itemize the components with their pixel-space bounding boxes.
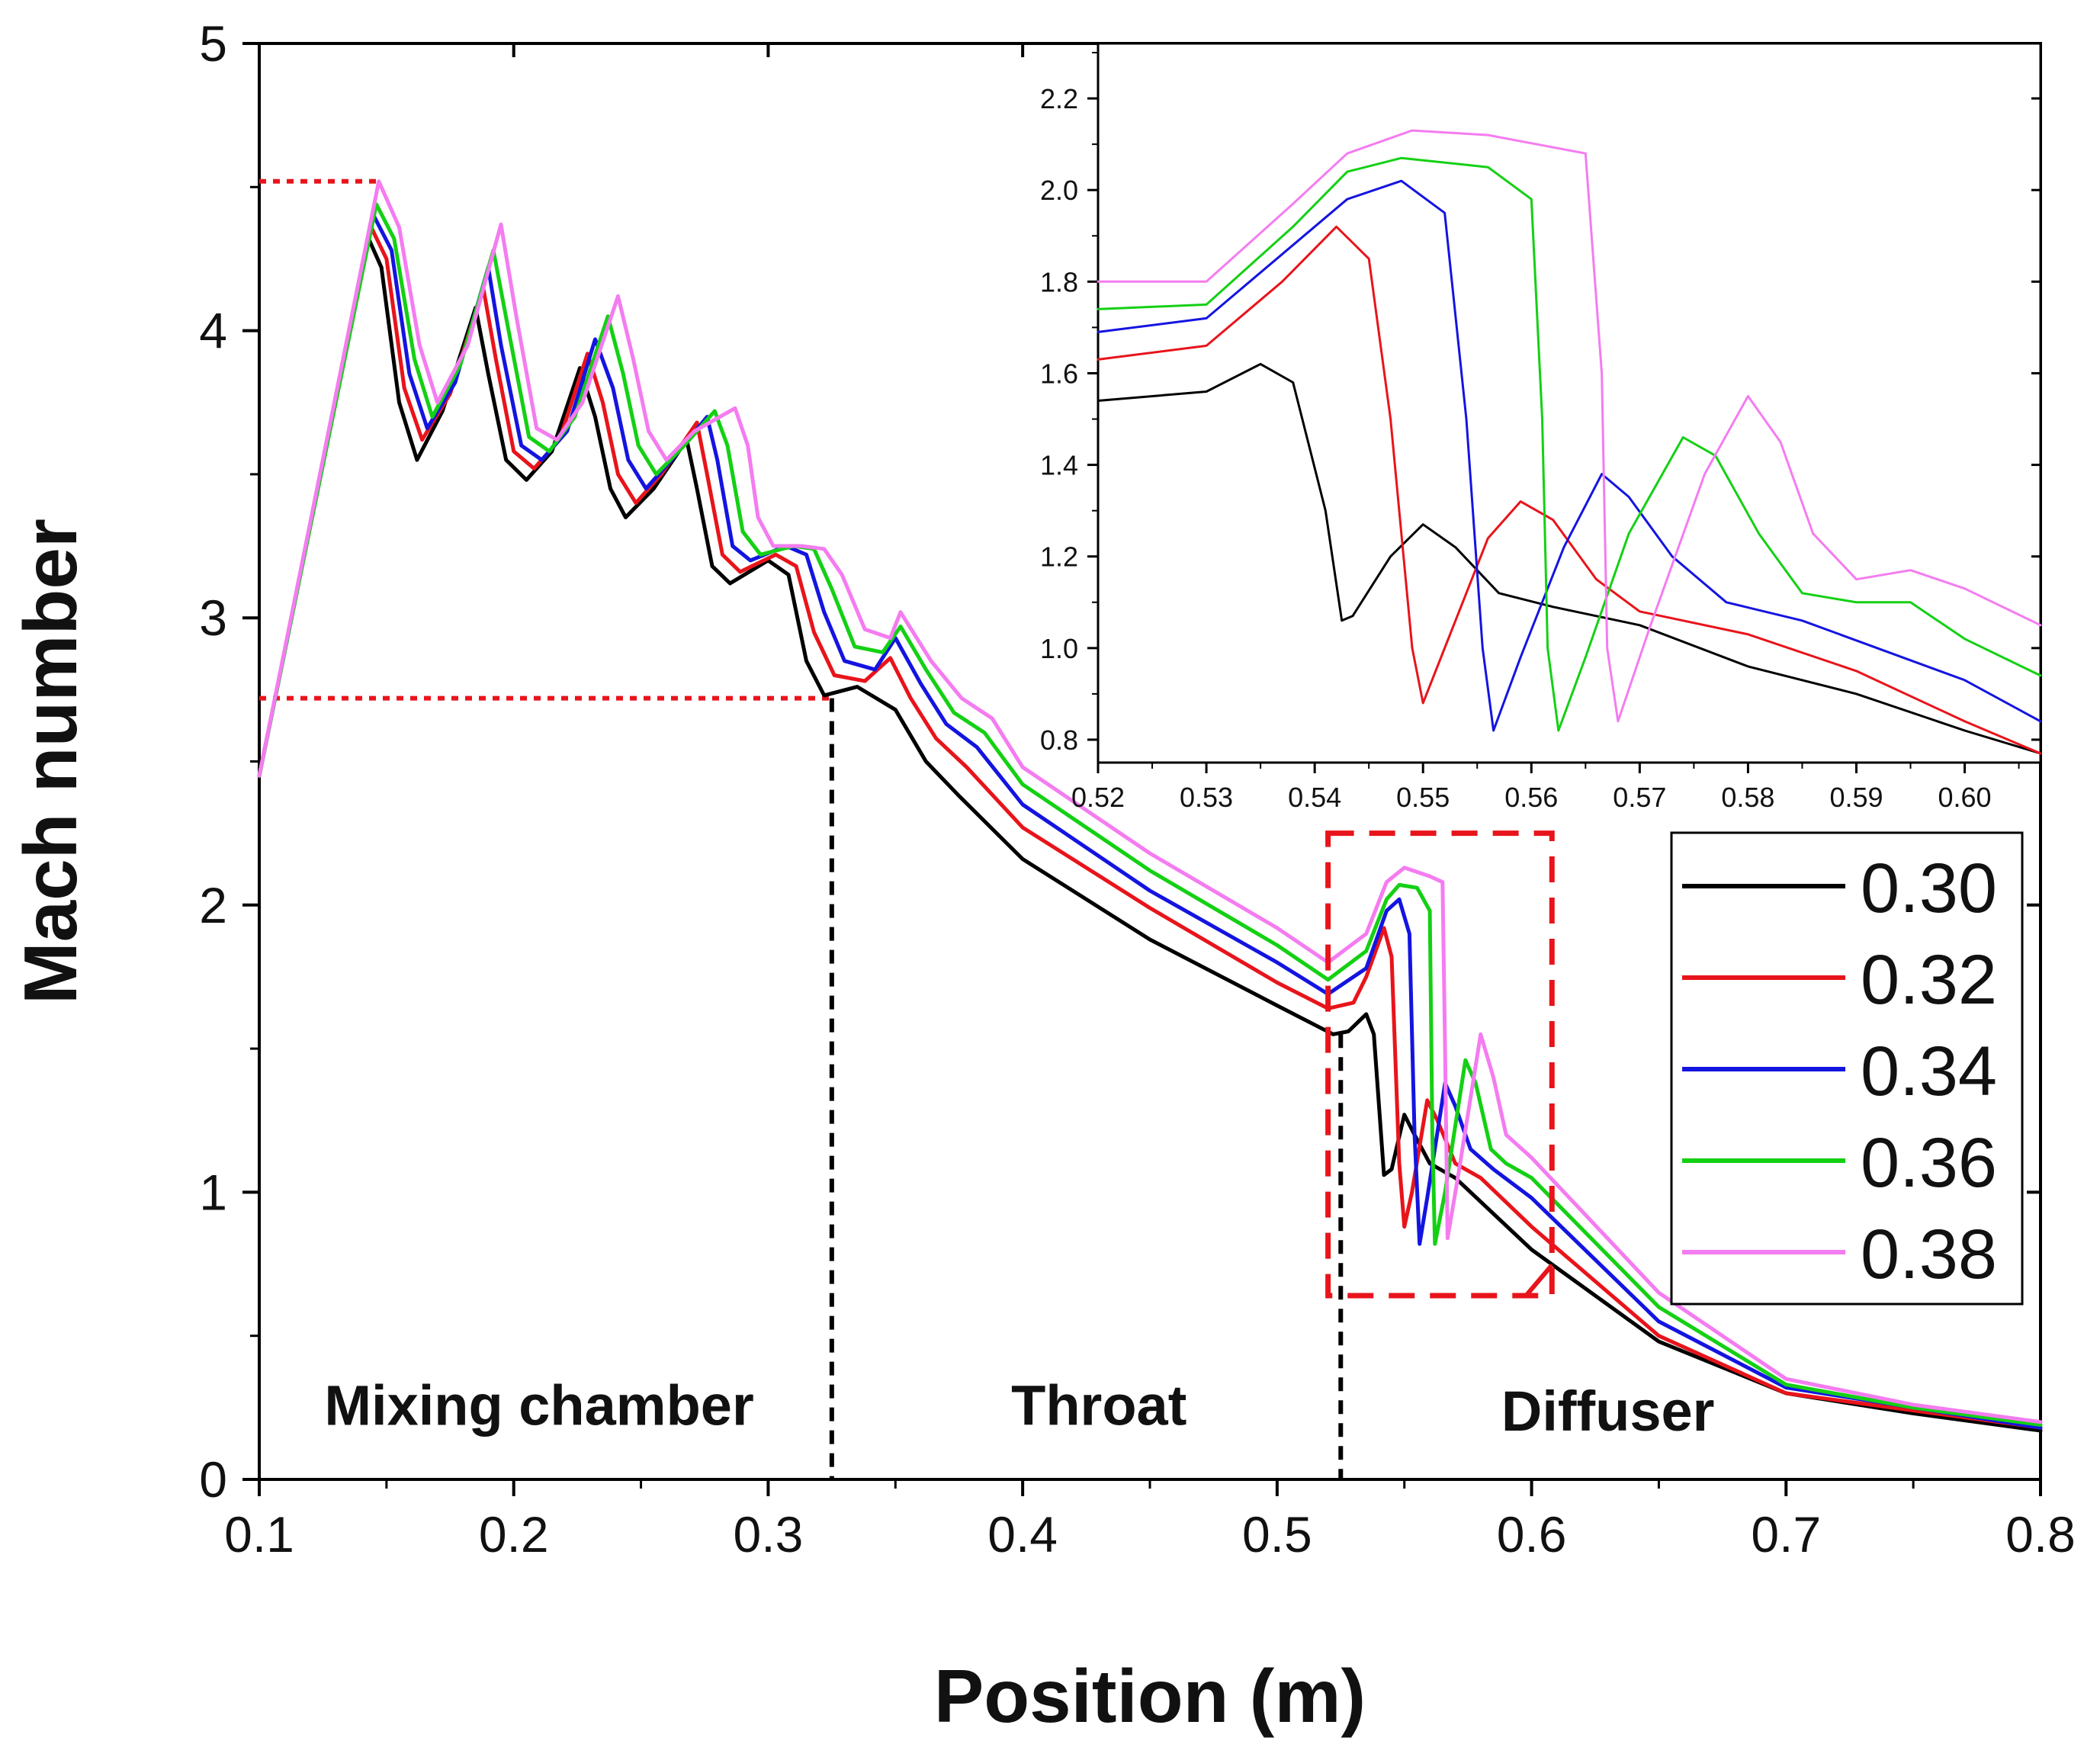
inset-y-tick-label: 1.4: [1040, 450, 1078, 481]
inset-series-line-0.36: [1097, 156, 2042, 732]
legend-label: 0.32: [1861, 941, 1997, 1019]
inset-x-tick-label: 0.56: [1504, 782, 1558, 813]
legend-label: 0.30: [1861, 850, 1997, 927]
inset-series-line-0.38: [1097, 129, 2042, 723]
x-tick-label: 0.8: [2005, 1506, 2076, 1563]
region-label: Mixing chamber: [324, 1373, 753, 1437]
inset-y-tick-label: 1.0: [1040, 633, 1078, 664]
x-tick-label: 0.5: [1242, 1506, 1312, 1563]
inset-series-line-0.34: [1097, 179, 2042, 732]
legend-label: 0.34: [1861, 1033, 1997, 1110]
inset-frame: [1097, 42, 2042, 764]
inset-x-tick-label: 0.58: [1721, 782, 1774, 813]
inset-x-tick-label: 0.53: [1180, 782, 1233, 813]
y-tick-label: 2: [199, 877, 227, 933]
x-axis-title: Position (m): [934, 1654, 1366, 1738]
region-label: Throat: [1011, 1373, 1186, 1437]
inset-y-tick-label: 2.2: [1040, 83, 1078, 114]
region-label: Diffuser: [1501, 1380, 1715, 1443]
y-tick-label: 0: [199, 1451, 227, 1508]
inset-series-line-0.32: [1097, 225, 2042, 755]
series-line-0.30: [257, 236, 2043, 1433]
inset-y-tick-label: 1.8: [1040, 266, 1078, 297]
y-axis-title: Mach number: [8, 519, 92, 1004]
inset-series-line-0.30: [1097, 362, 2042, 755]
x-tick-label: 0.6: [1497, 1506, 1567, 1563]
x-tick-label: 0.7: [1751, 1506, 1821, 1563]
series-line-0.38: [257, 179, 2043, 1425]
legend-label: 0.38: [1861, 1216, 1997, 1293]
inset-y-tick-label: 2.0: [1040, 175, 1078, 206]
inset-y-tick-label: 0.8: [1040, 724, 1078, 756]
x-tick-label: 0.4: [987, 1506, 1058, 1563]
y-tick-label: 5: [199, 15, 227, 72]
inset-x-tick-label: 0.57: [1613, 782, 1666, 813]
inset-x-tick-label: 0.59: [1829, 782, 1883, 813]
series-line-0.32: [257, 225, 2043, 1430]
y-tick-label: 4: [199, 303, 227, 359]
inset-x-tick-label: 0.52: [1071, 782, 1125, 813]
zoom-highlight-box: [1325, 830, 1555, 1299]
legend-label: 0.36: [1861, 1124, 1997, 1202]
x-tick-label: 0.2: [479, 1506, 549, 1563]
x-tick-label: 0.3: [734, 1506, 804, 1563]
series-line-0.36: [257, 202, 2043, 1427]
y-tick-label: 1: [199, 1164, 227, 1220]
inset-x-tick-label: 0.55: [1396, 782, 1450, 813]
inset-y-tick-label: 1.2: [1040, 541, 1078, 573]
x-tick-label: 0.1: [224, 1506, 294, 1563]
inset-x-tick-label: 0.54: [1288, 782, 1341, 813]
y-tick-label: 3: [199, 589, 227, 646]
zoom-box-corner: [1524, 1264, 1554, 1297]
inset-x-tick-label: 0.60: [1938, 782, 1992, 813]
inset-y-tick-label: 1.6: [1040, 358, 1078, 389]
